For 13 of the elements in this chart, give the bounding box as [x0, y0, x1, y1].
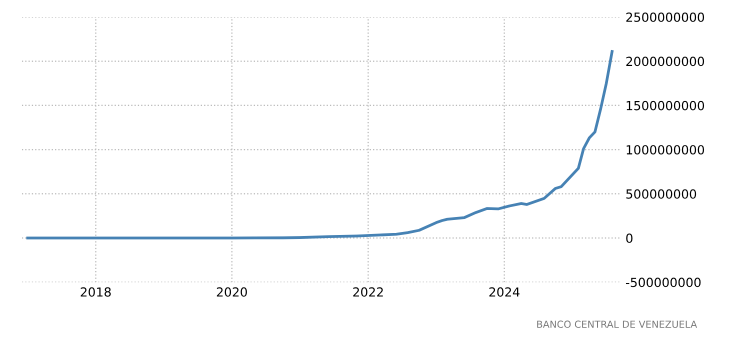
text: BANCO CENTRAL DE VENEZUELA: [537, 320, 698, 328]
y-tick-label: 0: [626, 233, 632, 243]
x-tick-label: 2020: [216, 287, 247, 297]
y-tick-label: 500000000: [626, 189, 696, 199]
y-tick-label: 1000000000: [626, 145, 704, 155]
line-series: [26, 50, 614, 240]
y-tick-label: 2500000000: [626, 12, 704, 22]
x-tick-label: 2018: [80, 287, 111, 297]
y-tick-label: 2000000000: [626, 56, 704, 66]
x-tick-label: 2024: [489, 287, 520, 297]
y-tick-label: 1500000000: [626, 100, 704, 110]
x-tick-label: 2022: [353, 287, 383, 297]
y-tick-label: -500000000: [626, 278, 701, 288]
